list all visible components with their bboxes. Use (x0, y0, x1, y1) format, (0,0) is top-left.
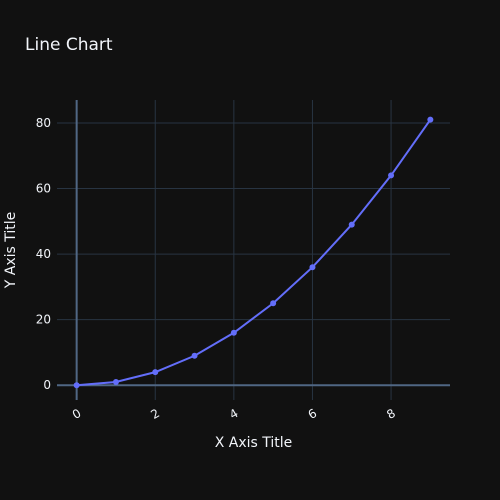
series-line (76, 119, 432, 387)
x-tick-label: 0 (70, 406, 84, 422)
data-point (270, 300, 277, 307)
data-point (309, 264, 316, 271)
x-tick-label: 8 (384, 406, 398, 422)
zero-lines (57, 100, 450, 400)
data-point (112, 378, 119, 385)
y-tick-label: 60 (36, 182, 51, 196)
data-point (427, 116, 434, 123)
x-tick-label: 2 (148, 406, 162, 422)
data-point (348, 221, 355, 228)
y-tick-label: 40 (36, 247, 51, 261)
chart-title: Line Chart (25, 35, 113, 55)
data-point (191, 352, 198, 359)
data-point (152, 369, 159, 376)
y-tick-label: 20 (36, 313, 51, 327)
x-tick-label: 4 (227, 406, 241, 422)
y-tick-label: 0 (43, 378, 51, 392)
y-tick-labels: 0 20 40 60 80 (36, 116, 51, 392)
y-axis-title: Y Axis Title (3, 212, 19, 290)
x-tick-labels: 0 2 4 6 8 (70, 406, 398, 422)
data-point (230, 329, 237, 336)
grid-layer (57, 100, 450, 400)
x-axis-title: X Axis Title (215, 435, 293, 451)
data-point (388, 172, 395, 179)
series-layer (73, 116, 434, 389)
data-point (73, 382, 80, 389)
y-tick-label: 80 (36, 116, 51, 130)
x-tick-label: 6 (306, 406, 320, 422)
